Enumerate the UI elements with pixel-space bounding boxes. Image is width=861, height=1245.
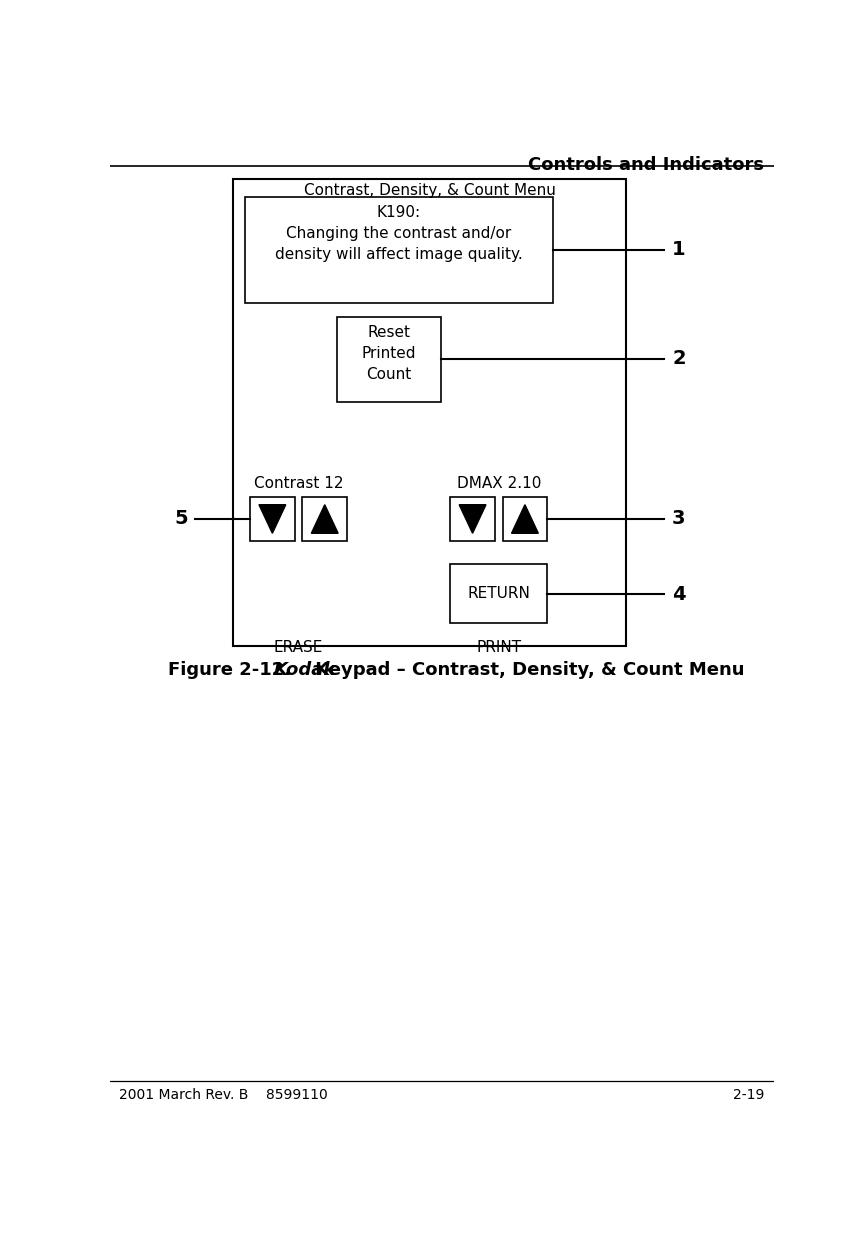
- Bar: [232, 179, 625, 646]
- Bar: [502, 497, 547, 542]
- Text: 1: 1: [672, 240, 684, 259]
- Bar: [449, 564, 547, 622]
- Text: 2: 2: [672, 350, 684, 369]
- Bar: [245, 197, 552, 304]
- Text: PRINT: PRINT: [475, 640, 521, 655]
- Text: 2001 March Rev. B    8599110: 2001 March Rev. B 8599110: [119, 1088, 327, 1102]
- Polygon shape: [511, 504, 538, 533]
- Text: RETURN: RETURN: [467, 586, 530, 601]
- Text: Controls and Indicators: Controls and Indicators: [528, 156, 764, 173]
- Text: 5: 5: [175, 509, 189, 528]
- Polygon shape: [459, 504, 486, 533]
- Polygon shape: [258, 504, 286, 533]
- Text: Contrast, Density, & Count Menu: Contrast, Density, & Count Menu: [303, 183, 554, 198]
- Bar: [449, 497, 494, 542]
- Bar: [302, 497, 347, 542]
- Text: ERASE: ERASE: [274, 640, 323, 655]
- Text: Keypad – Contrast, Density, & Count Menu: Keypad – Contrast, Density, & Count Menu: [308, 661, 743, 680]
- Text: K190:
Changing the contrast and/or
density will affect image quality.: K190: Changing the contrast and/or densi…: [275, 205, 522, 261]
- Text: DMAX 2.10: DMAX 2.10: [456, 476, 541, 491]
- Text: 3: 3: [672, 509, 684, 528]
- Text: 2-19: 2-19: [732, 1088, 764, 1102]
- Text: Kodak: Kodak: [274, 661, 336, 680]
- Bar: [250, 497, 294, 542]
- Polygon shape: [311, 504, 338, 533]
- Text: 4: 4: [672, 585, 684, 604]
- Text: Contrast 12: Contrast 12: [253, 476, 343, 491]
- Text: Figure 2-12.: Figure 2-12.: [167, 661, 303, 680]
- Bar: [337, 317, 441, 402]
- Text: Reset
Printed
Count: Reset Printed Count: [362, 325, 416, 382]
